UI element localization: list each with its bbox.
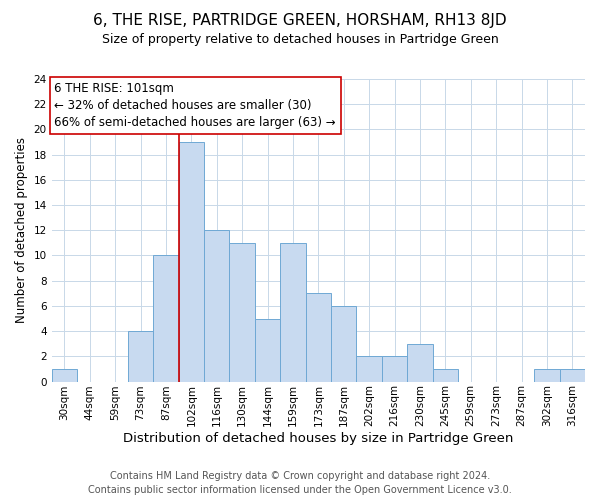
Bar [128,331,153,382]
Text: 6, THE RISE, PARTRIDGE GREEN, HORSHAM, RH13 8JD: 6, THE RISE, PARTRIDGE GREEN, HORSHAM, R… [93,12,507,28]
Bar [305,294,331,382]
Text: Size of property relative to detached houses in Partridge Green: Size of property relative to detached ho… [101,32,499,46]
Bar [179,142,204,382]
Bar [204,230,229,382]
X-axis label: Distribution of detached houses by size in Partridge Green: Distribution of detached houses by size … [123,432,514,445]
Bar [407,344,433,382]
Y-axis label: Number of detached properties: Number of detached properties [15,138,28,324]
Bar [433,369,458,382]
Bar [280,243,305,382]
Bar [255,318,280,382]
Bar [534,369,560,382]
Bar [153,256,179,382]
Bar [560,369,585,382]
Bar [229,243,255,382]
Text: Contains HM Land Registry data © Crown copyright and database right 2024.
Contai: Contains HM Land Registry data © Crown c… [88,471,512,495]
Text: 6 THE RISE: 101sqm
← 32% of detached houses are smaller (30)
66% of semi-detache: 6 THE RISE: 101sqm ← 32% of detached hou… [55,82,336,129]
Bar [382,356,407,382]
Bar [356,356,382,382]
Bar [52,369,77,382]
Bar [331,306,356,382]
